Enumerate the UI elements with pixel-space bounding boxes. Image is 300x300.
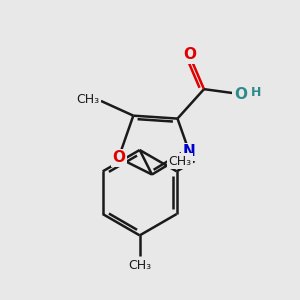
Text: O: O [234,87,247,102]
Text: O: O [183,47,196,62]
Text: CH₃: CH₃ [128,259,151,272]
Text: CH₃: CH₃ [76,93,100,106]
Text: CH₃: CH₃ [168,154,192,167]
Text: O: O [112,150,125,165]
Text: H: H [250,86,261,99]
Text: N: N [183,145,196,160]
